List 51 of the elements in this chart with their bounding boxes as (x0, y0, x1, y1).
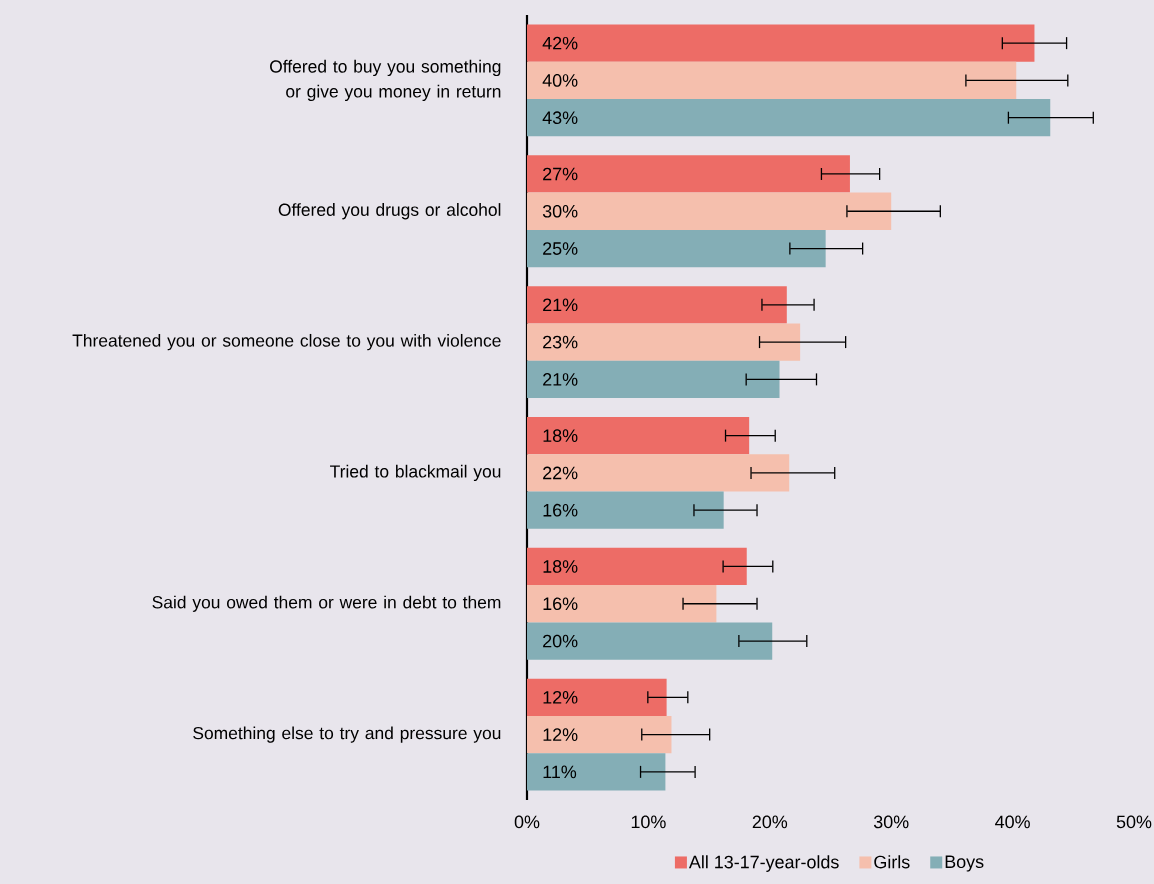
legend-label: All 13-17-year-olds (688, 855, 839, 872)
x-tick-label: 30% (873, 815, 909, 829)
y-tick-label: Threatened you or someone close to you with violence (72, 333, 501, 351)
bar (527, 678, 667, 716)
bar (527, 286, 787, 324)
bar (527, 416, 750, 455)
data-label: 16% (543, 503, 578, 517)
data-label: 42% (542, 36, 578, 50)
data-label: 20% (543, 634, 578, 648)
legend-label: Girls (874, 855, 910, 869)
data-label: 16% (543, 597, 578, 611)
data-label: 18% (543, 560, 578, 573)
data-label: 23% (543, 335, 578, 349)
bar (527, 547, 747, 586)
data-label: 21% (543, 298, 578, 312)
bar (527, 155, 850, 193)
y-tick-label: Said you owed them or were in debt to them (152, 595, 501, 612)
bar (527, 360, 780, 399)
y-tick-label: Something else to try and pressure you (193, 726, 501, 743)
data-label: 12% (543, 728, 578, 741)
bar (527, 753, 666, 791)
data-label: 21% (543, 373, 578, 386)
y-tick-label: Offered you drugs or alcohol (278, 203, 501, 220)
y-tick-label: Tried to blackmail you (330, 464, 501, 482)
x-tick-label: 0% (514, 815, 540, 829)
data-label: 12% (543, 690, 578, 704)
bar (527, 229, 826, 268)
legend-label: Boys (945, 855, 984, 872)
bar (527, 454, 790, 492)
data-label: 30% (542, 204, 578, 218)
x-tick-label: 10% (631, 815, 666, 829)
bar (527, 61, 1017, 100)
bar (527, 24, 1035, 62)
data-label: 22% (543, 466, 578, 480)
data-label: 43% (542, 111, 578, 125)
x-tick-label: 50% (1116, 815, 1152, 829)
data-label: 18% (543, 429, 578, 442)
bar (527, 585, 717, 623)
data-label: 27% (543, 167, 578, 181)
data-label: 25% (543, 242, 578, 255)
bar (527, 323, 801, 361)
bar (527, 192, 892, 230)
x-tick-label: 20% (752, 815, 788, 829)
y-tick-label: Offered to buy you something or give you money in return (270, 59, 501, 102)
data-label: 11% (543, 765, 577, 779)
data-label: 40% (542, 74, 578, 87)
bar (527, 99, 1051, 137)
bar (527, 715, 672, 754)
x-tick-label: 40% (995, 815, 1030, 829)
bar (527, 622, 773, 660)
bar (527, 491, 724, 529)
